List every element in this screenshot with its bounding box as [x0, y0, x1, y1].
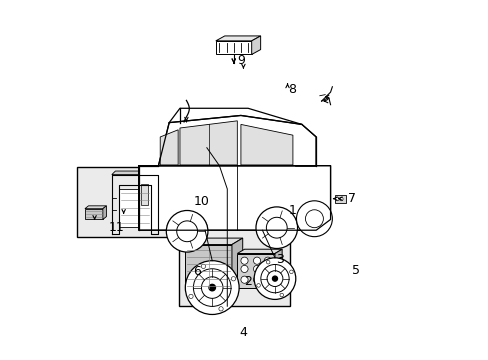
Circle shape — [166, 211, 207, 252]
Circle shape — [260, 265, 288, 293]
Text: 7: 7 — [348, 192, 356, 205]
Bar — [215, 41, 251, 54]
Text: 1: 1 — [287, 204, 296, 217]
Circle shape — [254, 258, 295, 300]
Text: 5: 5 — [351, 264, 359, 277]
Circle shape — [255, 207, 297, 248]
Bar — [85, 209, 102, 220]
Polygon shape — [237, 249, 282, 253]
Circle shape — [272, 276, 277, 281]
Circle shape — [241, 257, 247, 264]
Polygon shape — [215, 36, 260, 41]
Circle shape — [280, 293, 283, 297]
Polygon shape — [112, 171, 158, 175]
Circle shape — [253, 257, 260, 264]
Circle shape — [289, 270, 293, 274]
Circle shape — [241, 265, 247, 273]
Polygon shape — [160, 130, 178, 165]
Text: 10: 10 — [193, 195, 209, 208]
Bar — [77, 167, 171, 237]
Circle shape — [266, 271, 282, 287]
Circle shape — [266, 260, 269, 264]
Circle shape — [264, 257, 271, 264]
Circle shape — [296, 201, 332, 237]
Circle shape — [193, 269, 230, 306]
Bar — [179, 195, 290, 306]
Text: 4: 4 — [239, 325, 247, 338]
Polygon shape — [139, 166, 330, 230]
Circle shape — [231, 276, 235, 281]
Text: 9: 9 — [237, 54, 244, 67]
Circle shape — [219, 307, 223, 311]
Polygon shape — [119, 189, 151, 226]
Circle shape — [188, 294, 193, 298]
Circle shape — [176, 221, 197, 242]
Polygon shape — [251, 36, 260, 54]
Polygon shape — [102, 206, 106, 220]
Circle shape — [264, 276, 271, 283]
Circle shape — [201, 264, 205, 269]
Circle shape — [305, 210, 323, 228]
Bar — [334, 195, 345, 203]
Text: 11: 11 — [108, 221, 124, 234]
Polygon shape — [274, 249, 282, 288]
Polygon shape — [180, 121, 237, 165]
Circle shape — [266, 217, 286, 238]
Circle shape — [335, 197, 339, 201]
Bar — [140, 184, 147, 205]
Circle shape — [264, 265, 271, 273]
Polygon shape — [185, 238, 242, 244]
Text: 6: 6 — [193, 265, 201, 278]
Circle shape — [256, 284, 260, 287]
Circle shape — [253, 276, 260, 283]
Circle shape — [339, 197, 343, 201]
Circle shape — [241, 276, 247, 283]
Polygon shape — [139, 116, 316, 166]
Polygon shape — [241, 125, 292, 165]
Circle shape — [185, 261, 239, 315]
Bar — [185, 244, 231, 291]
Bar — [237, 253, 274, 288]
Circle shape — [253, 265, 260, 273]
Polygon shape — [231, 238, 242, 291]
Circle shape — [201, 277, 223, 298]
Text: 3: 3 — [275, 253, 283, 266]
Text: 2: 2 — [244, 275, 251, 288]
Text: 8: 8 — [287, 83, 295, 96]
Polygon shape — [85, 206, 106, 209]
Circle shape — [208, 284, 215, 291]
